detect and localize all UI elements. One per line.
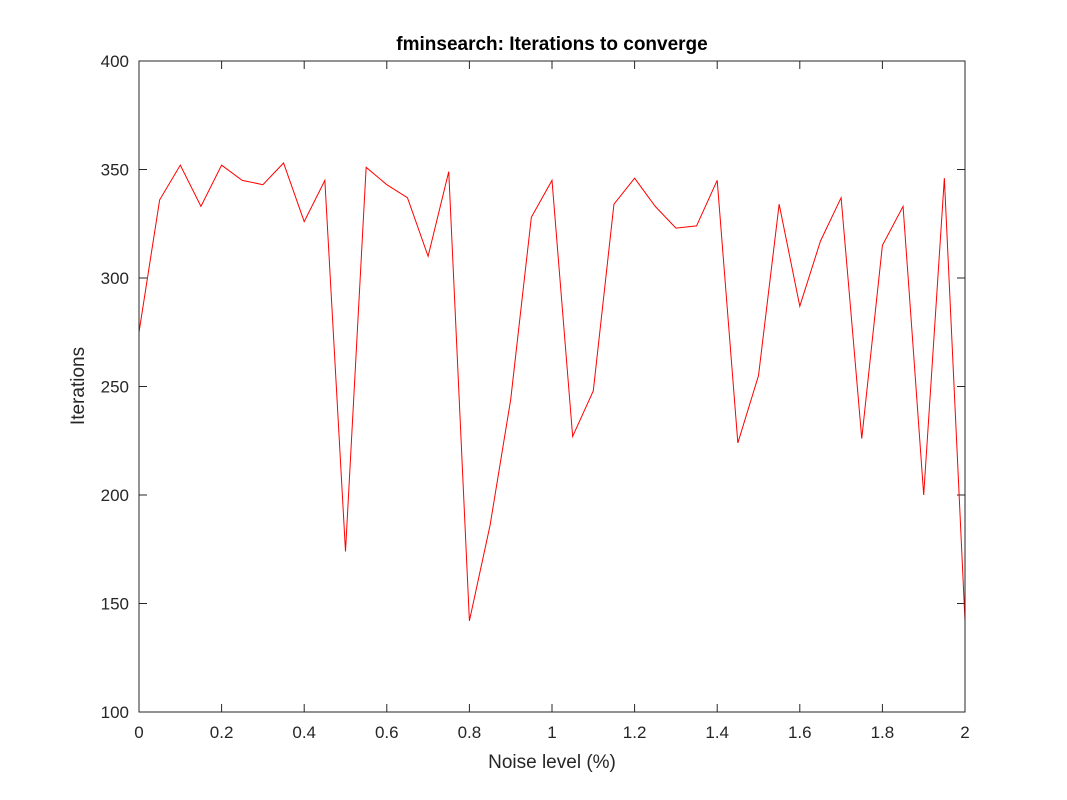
- y-tick-label: 350: [101, 161, 129, 180]
- y-tick-label: 300: [101, 269, 129, 288]
- x-tick-label: 1.8: [871, 723, 895, 742]
- y-tick-label: 150: [101, 595, 129, 614]
- x-tick-label: 0.6: [375, 723, 399, 742]
- axis-ticks: [138, 60, 966, 713]
- x-tick-label: 2: [960, 723, 969, 742]
- x-axis-label: Noise level (%): [488, 752, 616, 773]
- y-tick-label: 200: [101, 486, 129, 505]
- x-tick-label: 0.2: [210, 723, 234, 742]
- axis-tick-labels: 0 0.2 0.4 0.6 0.8 1 1.2 1.4 1.6 1.8 2 100 150 200 250 3…: [101, 52, 970, 742]
- chart-title: fminsearch: Iterations to converge: [396, 34, 707, 55]
- y-axis-label: Iterations: [68, 347, 89, 425]
- y-tick-label: 100: [101, 703, 129, 722]
- x-tick-label: 1.4: [705, 723, 729, 742]
- x-tick-label: 0.8: [458, 723, 482, 742]
- x-tick-label: 1: [547, 723, 556, 742]
- x-tick-label: 1.2: [623, 723, 647, 742]
- x-tick-label: 0.4: [292, 723, 316, 742]
- series-line: [138, 162, 966, 621]
- y-tick-label: 250: [101, 378, 129, 397]
- plot-area-box: [138, 60, 966, 713]
- x-tick-label: 1.6: [788, 723, 812, 742]
- y-tick-label: 400: [101, 52, 129, 71]
- x-tick-label: 0: [134, 723, 143, 742]
